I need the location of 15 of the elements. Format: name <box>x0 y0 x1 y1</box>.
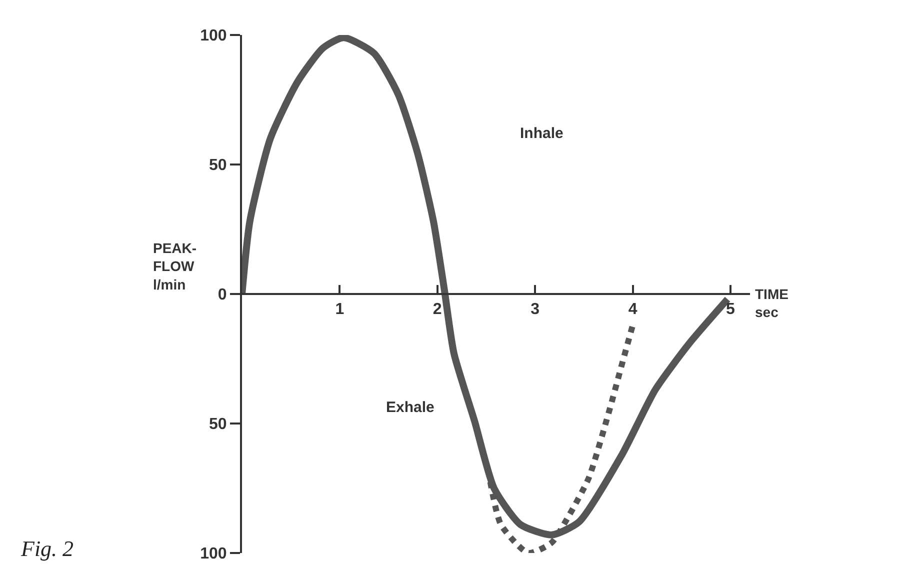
y-tick-label: 100 <box>200 28 227 45</box>
annotation: Exhale <box>386 399 434 416</box>
x-tick-label: 2 <box>432 301 442 318</box>
x-tick-label: 4 <box>628 301 638 318</box>
y-tick-label: 0 <box>218 286 227 304</box>
x-tick-label: 1 <box>335 301 344 318</box>
x-axis-title: TIME sec <box>755 286 788 320</box>
y-tick-label: 50 <box>209 157 227 174</box>
x-tick-label: 3 <box>530 301 540 318</box>
annotation: Inhale <box>520 125 564 142</box>
y-axis-title: PEAK- FLOW l/min <box>153 240 197 292</box>
x-tick-label: 5 <box>726 301 736 318</box>
y-tick-label: 50 <box>209 416 227 434</box>
caption: Fig. 2 <box>20 536 74 561</box>
y-tick-label: 100 <box>200 546 227 563</box>
